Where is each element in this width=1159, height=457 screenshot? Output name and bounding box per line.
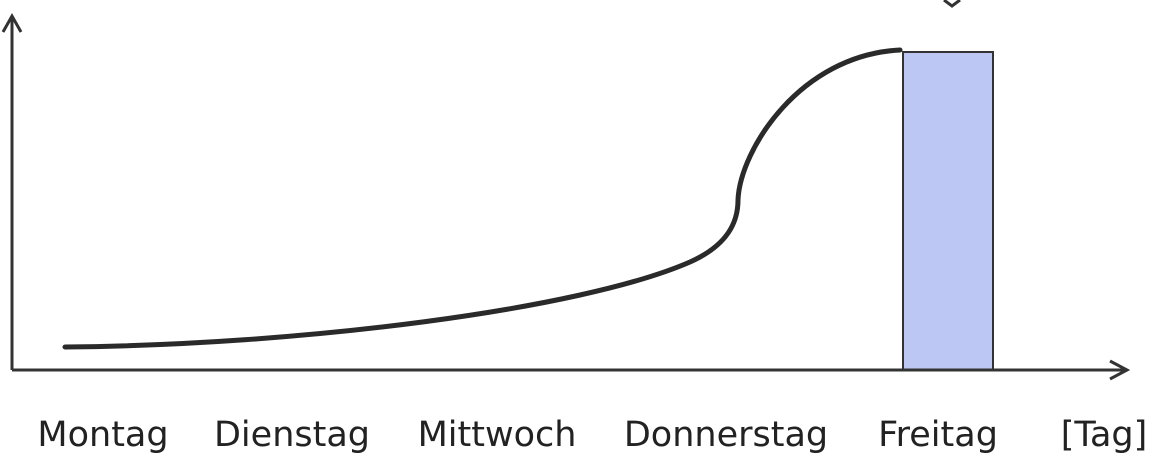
y-axis-arrow (1, 12, 23, 33)
x-axis-arrow (1109, 359, 1131, 381)
highlight-bar (902, 51, 994, 371)
unit-label: [Tag] (1061, 415, 1148, 455)
top-arrow (943, 0, 961, 8)
curve (62, 47, 903, 350)
x-label: Dienstag (214, 415, 370, 455)
x-label: Mittwoch (418, 415, 577, 455)
x-label: Donnerstag (624, 415, 828, 455)
x-labels: Montag Dienstag Mittwoch Donnerstag Frei… (37, 415, 1147, 455)
x-label: Freitag (878, 415, 998, 455)
x-label: Montag (37, 415, 168, 455)
